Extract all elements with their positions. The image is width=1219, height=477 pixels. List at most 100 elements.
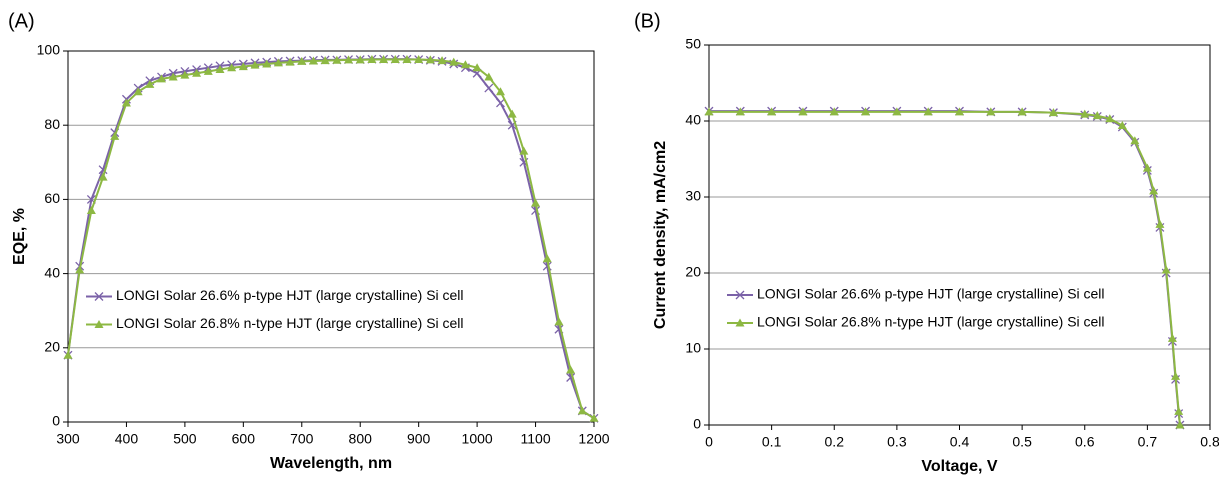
series-line (709, 110, 1181, 426)
marker-triangle (437, 56, 447, 65)
x-tick-label: 0.4 (950, 434, 970, 450)
panel-label: (B) (634, 10, 661, 32)
y-axis-label: EQE, % (11, 208, 28, 265)
marker-triangle (332, 55, 342, 64)
y-tick-label: 80 (44, 116, 60, 132)
y-tick-label: 30 (685, 188, 701, 204)
marker-triangle (1149, 186, 1159, 195)
y-tick-label: 10 (685, 340, 701, 356)
marker-triangle (145, 79, 155, 88)
y-tick-label: 0 (52, 413, 60, 429)
marker-triangle (566, 365, 576, 374)
legend-label: LONGI Solar 26.8% n-type HJT (large crys… (757, 314, 1105, 330)
marker-triangle (238, 62, 248, 71)
y-tick-label: 0 (693, 416, 701, 432)
marker-triangle (86, 206, 96, 215)
marker-triangle (75, 265, 85, 274)
marker-triangle (1155, 219, 1165, 228)
y-axis-label: Current density, mA/cm2 (652, 141, 669, 329)
marker-triangle (704, 107, 714, 116)
marker-triangle (519, 146, 529, 155)
marker-triangle (1117, 121, 1127, 130)
marker-triangle (1080, 109, 1090, 118)
plot-frame (708, 44, 1211, 426)
marker-triangle (379, 55, 389, 64)
y-tick-label: 20 (44, 339, 60, 355)
marker-triangle (273, 58, 283, 67)
y-tick-label: 50 (685, 36, 701, 52)
x-tick-label: 300 (56, 431, 80, 447)
marker-triangle (250, 60, 260, 69)
marker-triangle (1142, 163, 1152, 172)
y-tick-label: 40 (44, 264, 60, 280)
marker-x (735, 290, 745, 300)
x-tick-label: 0.6 (1075, 434, 1095, 450)
x-tick-label: 1200 (578, 431, 609, 447)
marker-triangle (215, 65, 225, 74)
marker-triangle (425, 55, 435, 64)
marker-triangle (297, 56, 307, 65)
marker-triangle (203, 66, 213, 75)
marker-triangle (344, 55, 354, 64)
marker-triangle (367, 55, 377, 64)
marker-triangle (180, 70, 190, 79)
x-tick-label: 0.3 (887, 434, 907, 450)
marker-triangle (308, 56, 318, 65)
marker-triangle (157, 74, 167, 83)
marker-triangle (861, 107, 871, 116)
panel-label: (A) (8, 10, 35, 32)
marker-triangle (767, 107, 777, 116)
marker-triangle (168, 72, 178, 81)
x-tick-label: 900 (407, 431, 431, 447)
marker-triangle (735, 318, 745, 327)
marker-triangle (955, 107, 964, 116)
x-tick-label: 0 (705, 434, 713, 450)
legend-label: LONGI Solar 26.8% n-type HJT (large crys… (116, 315, 464, 331)
marker-triangle (320, 56, 330, 65)
marker-triangle (262, 59, 272, 68)
marker-triangle (98, 172, 108, 181)
marker-triangle (1175, 420, 1185, 429)
marker-triangle (507, 109, 517, 118)
marker-x (484, 83, 494, 93)
marker-triangle (1130, 136, 1140, 145)
marker-x (496, 98, 505, 108)
x-tick-label: 1100 (521, 431, 551, 447)
marker-triangle (227, 63, 237, 72)
marker-triangle (798, 107, 808, 116)
marker-triangle (121, 98, 131, 107)
series-line (67, 58, 595, 420)
marker-triangle (414, 55, 424, 64)
y-tick-label: 40 (685, 112, 701, 128)
x-tick-label: 0.5 (1012, 434, 1032, 450)
y-tick-label: 20 (685, 264, 701, 280)
marker-triangle (110, 131, 120, 140)
marker-triangle (829, 107, 839, 116)
marker-triangle (1161, 265, 1171, 274)
marker-triangle (589, 413, 599, 422)
marker-triangle (63, 350, 73, 359)
marker-triangle (1105, 114, 1115, 123)
x-tick-label: 0.8 (1200, 434, 1219, 450)
x-tick-label: 700 (290, 431, 314, 447)
plot-frame (67, 50, 595, 423)
marker-triangle (892, 107, 902, 116)
series-line (67, 58, 595, 420)
legend-label: LONGI Solar 26.6% p-type HJT (large crys… (757, 286, 1105, 302)
marker-triangle (460, 60, 470, 69)
y-tick-label: 60 (44, 190, 60, 206)
marker-triangle (554, 317, 564, 326)
x-axis-label: Voltage, V (921, 458, 997, 475)
marker-triangle (285, 57, 295, 66)
marker-triangle (531, 198, 541, 207)
marker-triangle (1171, 371, 1181, 380)
marker-triangle (390, 55, 400, 64)
marker-triangle (402, 55, 412, 64)
x-tick-label: 0.7 (1138, 434, 1158, 450)
marker-triangle (133, 87, 143, 96)
marker-triangle (1174, 406, 1184, 415)
x-tick-label: 800 (349, 431, 373, 447)
marker-triangle (986, 107, 996, 116)
